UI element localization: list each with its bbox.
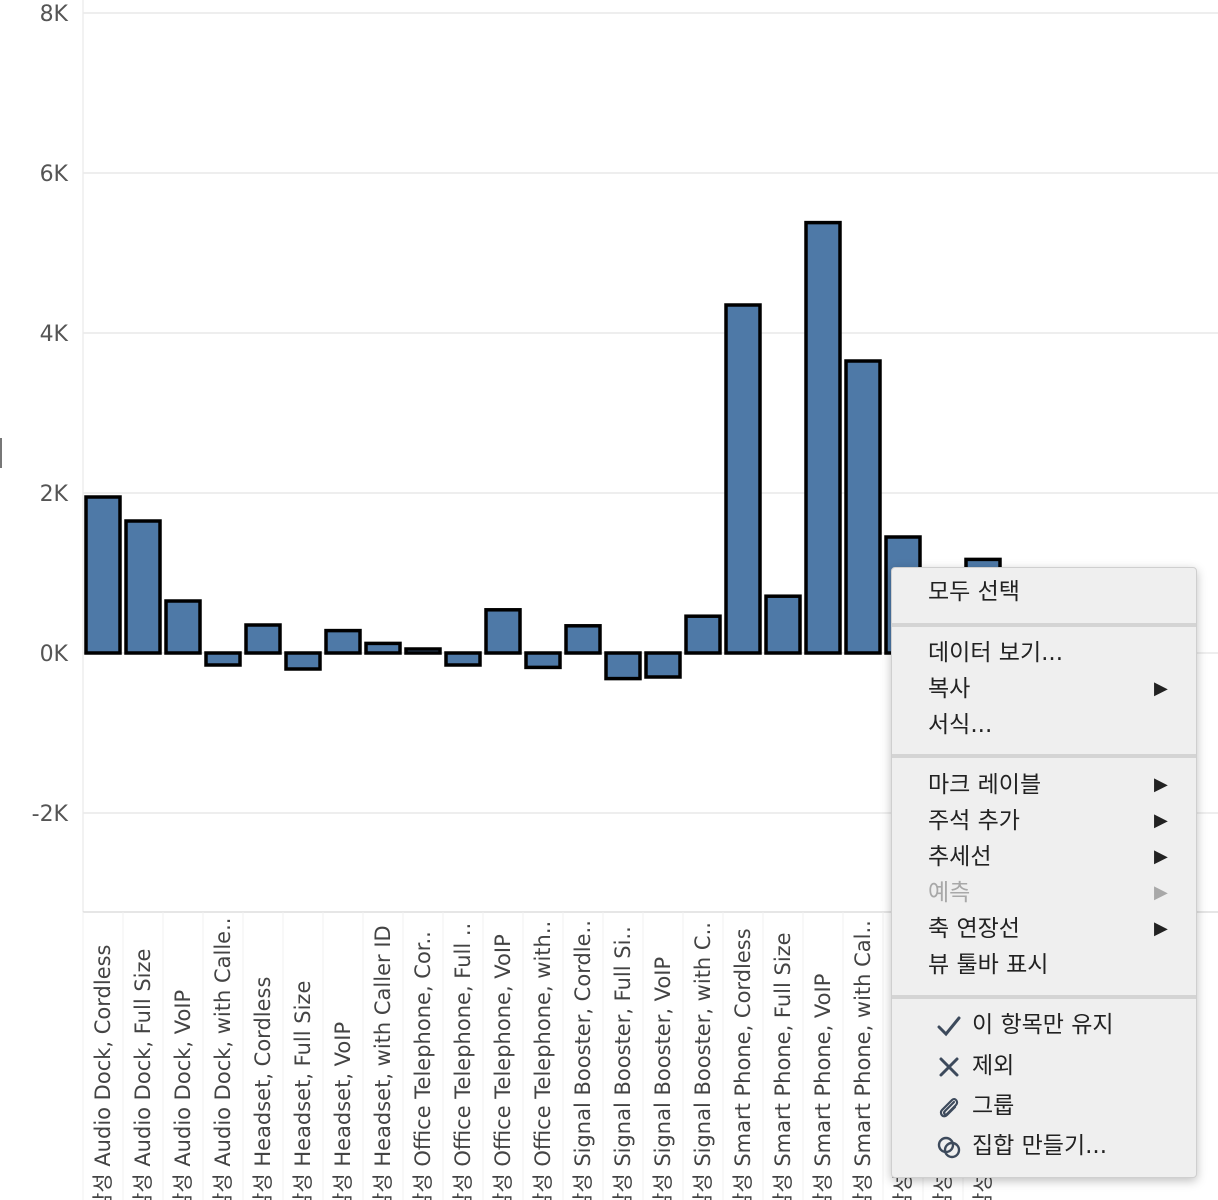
x-tick-label: 삼성 Smart Phone, Full Size xyxy=(771,932,795,1200)
x-tick-label: 삼성 Signal Booster, Cordle.. xyxy=(571,920,595,1200)
x-tick-label: 삼성 Signal Booster, with C.. xyxy=(691,922,715,1200)
bar xyxy=(484,608,522,655)
menu-group[interactable]: 그룹 xyxy=(892,1088,1196,1124)
x-tick-label: 삼성 Signal Booster, VoIP xyxy=(651,957,675,1200)
submenu-arrow-icon: ▶ xyxy=(1154,810,1168,831)
x-tick-label: 삼성 Headset, Cordless xyxy=(251,977,275,1200)
menu-exclude-label: 제외 xyxy=(972,1053,1015,1079)
bar xyxy=(524,651,562,670)
x-tick-label: 삼성 Office Telephone, Cor.. xyxy=(411,931,435,1200)
menu-axis-extension-label: 축 연장선 xyxy=(928,916,1020,942)
menu-add-annotation[interactable]: 주석 추가 ▶ xyxy=(892,803,1196,839)
bar xyxy=(804,220,842,655)
checkmark-icon xyxy=(937,1016,961,1037)
x-tick-label: 삼성 Headset, VoIP xyxy=(331,1022,355,1200)
x-tick-label: 삼성 Office Telephone, VoIP xyxy=(491,934,515,1200)
menu-mark-label-label: 마크 레이블 xyxy=(928,772,1042,798)
bar xyxy=(164,599,202,655)
menu-trend-line[interactable]: 추세선 ▶ xyxy=(892,839,1196,875)
menu-view-data-label: 데이터 보기... xyxy=(928,640,1064,666)
menu-select-all[interactable]: 모두 선택 xyxy=(892,574,1196,610)
paperclip-icon xyxy=(939,1098,959,1118)
x-tick-label: 삼성 Office Telephone, Full .. xyxy=(451,923,475,1200)
x-tick-label: 삼성 Headset, Full Size xyxy=(291,981,315,1200)
x-tick-label: 삼성 Audio Dock, Cordless xyxy=(91,945,115,1200)
menu-copy[interactable]: 복사 ▶ xyxy=(892,671,1196,707)
x-tick-label: 삼성 Audio Dock, with Calle.. xyxy=(211,918,235,1200)
y-tick-label: 6K xyxy=(40,162,69,187)
x-tick-label: 삼성 Smart Phone, with Cal.. xyxy=(851,920,875,1200)
menu-mark-label[interactable]: 마크 레이블 ▶ xyxy=(892,767,1196,803)
bar xyxy=(204,651,242,667)
menu-view-data[interactable]: 데이터 보기... xyxy=(892,635,1196,671)
y-tick-label: 4K xyxy=(40,322,69,347)
x-tick-label: 삼성 Smart Phone, Cordless xyxy=(731,928,755,1200)
x-tick-label: 삼성 Audio Dock, VoIP xyxy=(171,990,195,1200)
bars xyxy=(84,220,1002,681)
submenu-arrow-icon: ▶ xyxy=(1154,774,1168,795)
menu-exclude[interactable]: 제외 xyxy=(892,1048,1196,1084)
close-icon xyxy=(939,1057,959,1077)
menu-show-view-toolbar[interactable]: 뷰 툴바 표시 xyxy=(892,947,1196,983)
y-axis: 8K 6K 4K 2K 0K -2K xyxy=(32,2,69,827)
x-tick-label: 삼성 Signal Booster, Full Si.. xyxy=(611,926,635,1200)
y-tick-label: -2K xyxy=(32,802,69,827)
set-icon xyxy=(937,1136,961,1159)
y-tick-label: 8K xyxy=(40,2,69,27)
menu-create-set-label: 집합 만들기... xyxy=(972,1133,1108,1159)
bar xyxy=(724,303,762,655)
menu-add-annotation-label: 주석 추가 xyxy=(928,808,1020,834)
bar xyxy=(324,628,362,655)
bar xyxy=(124,519,162,655)
bar xyxy=(404,647,442,655)
bar xyxy=(284,651,322,671)
bar xyxy=(684,614,722,655)
menu-separator xyxy=(892,754,1196,758)
axis-title-marker xyxy=(0,438,8,468)
x-tick-label: 삼성 Smart Phone, VoIP xyxy=(811,974,835,1200)
y-tick-label: 2K xyxy=(40,482,69,507)
menu-select-all-label: 모두 선택 xyxy=(928,579,1020,605)
menu-trend-line-label: 추세선 xyxy=(928,844,992,870)
x-axis: 삼성 Audio Dock, Cordless 삼성 Audio Dock, Fu… xyxy=(82,912,995,1200)
submenu-arrow-icon: ▶ xyxy=(1154,918,1168,939)
y-tick-label: 0K xyxy=(40,642,69,667)
x-tick-label: 삼성 Headset, with Caller ID xyxy=(371,925,395,1200)
menu-forecast: 예측 ▶ xyxy=(892,875,1196,911)
menu-axis-extension[interactable]: 축 연장선 ▶ xyxy=(892,911,1196,947)
bar xyxy=(844,359,882,655)
bar xyxy=(244,623,282,655)
submenu-arrow-icon: ▶ xyxy=(1154,678,1168,699)
x-tick-label: 삼성 Office Telephone, with.. xyxy=(531,921,555,1200)
submenu-arrow-icon: ▶ xyxy=(1154,882,1168,903)
x-tick-label: 삼성 Audio Dock, Full Size xyxy=(131,949,155,1200)
menu-separator xyxy=(892,995,1196,999)
menu-separator xyxy=(892,623,1196,627)
menu-format-label: 서식... xyxy=(928,712,993,738)
menu-keep-only[interactable]: 이 항목만 유지 xyxy=(892,1007,1196,1043)
bar xyxy=(604,651,642,681)
bar xyxy=(764,594,802,655)
menu-show-view-toolbar-label: 뷰 툴바 표시 xyxy=(928,952,1049,978)
bar xyxy=(564,624,602,655)
submenu-arrow-icon: ▶ xyxy=(1154,846,1168,867)
menu-copy-label: 복사 xyxy=(928,676,971,702)
menu-group-label: 그룹 xyxy=(972,1093,1015,1119)
menu-format[interactable]: 서식... xyxy=(892,707,1196,743)
bar xyxy=(84,495,122,655)
bar xyxy=(364,641,402,655)
bar xyxy=(444,651,482,667)
menu-keep-only-label: 이 항목만 유지 xyxy=(972,1012,1114,1038)
bar xyxy=(644,651,682,679)
menu-create-set[interactable]: 집합 만들기... xyxy=(892,1128,1196,1164)
context-menu: 모두 선택 데이터 보기... 복사 ▶ 서식... 마크 레이블 ▶ 주석 추… xyxy=(891,567,1197,1178)
menu-forecast-label: 예측 xyxy=(928,880,971,906)
